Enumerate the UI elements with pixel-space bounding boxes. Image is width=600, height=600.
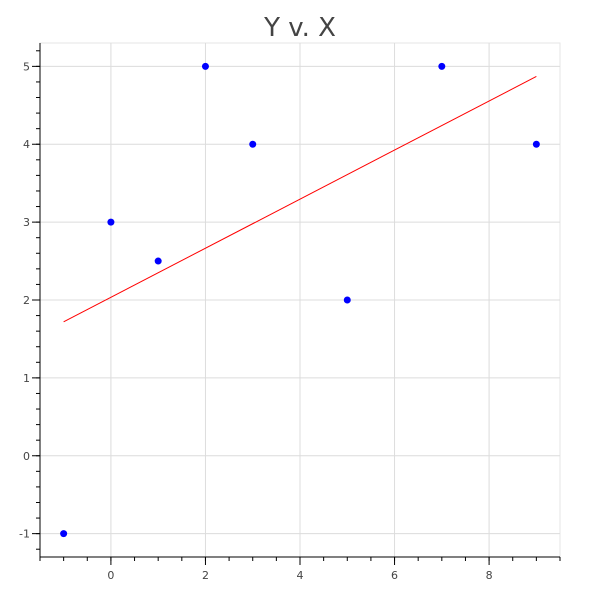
y-tick-label: 2 [23,294,30,307]
data-point [154,257,162,265]
data-point [201,62,209,70]
data-point [249,140,257,148]
data-point [438,62,446,70]
data-point [60,530,68,538]
x-tick-label: 8 [486,569,493,582]
y-tick-label: 4 [23,138,30,151]
x-tick-label: 6 [391,569,398,582]
x-tick-label: 2 [202,569,209,582]
y-tick-label: 3 [23,216,30,229]
y-tick-label: 1 [23,372,30,385]
trend-line [63,76,537,323]
data-point [343,296,351,304]
x-tick-label: 4 [297,569,304,582]
x-tick-label: 0 [107,569,114,582]
data-point [532,140,540,148]
data-point [107,218,115,226]
axes: 0 2 4 6 8 -1 0 1 2 3 4 5 [19,43,561,582]
y-tick-label: 5 [23,60,30,73]
y-tick-label: -1 [19,528,30,541]
grid [39,42,561,558]
chart-title: Y v. X [263,13,336,43]
y-tick-label: 0 [23,450,30,463]
series [60,62,540,538]
